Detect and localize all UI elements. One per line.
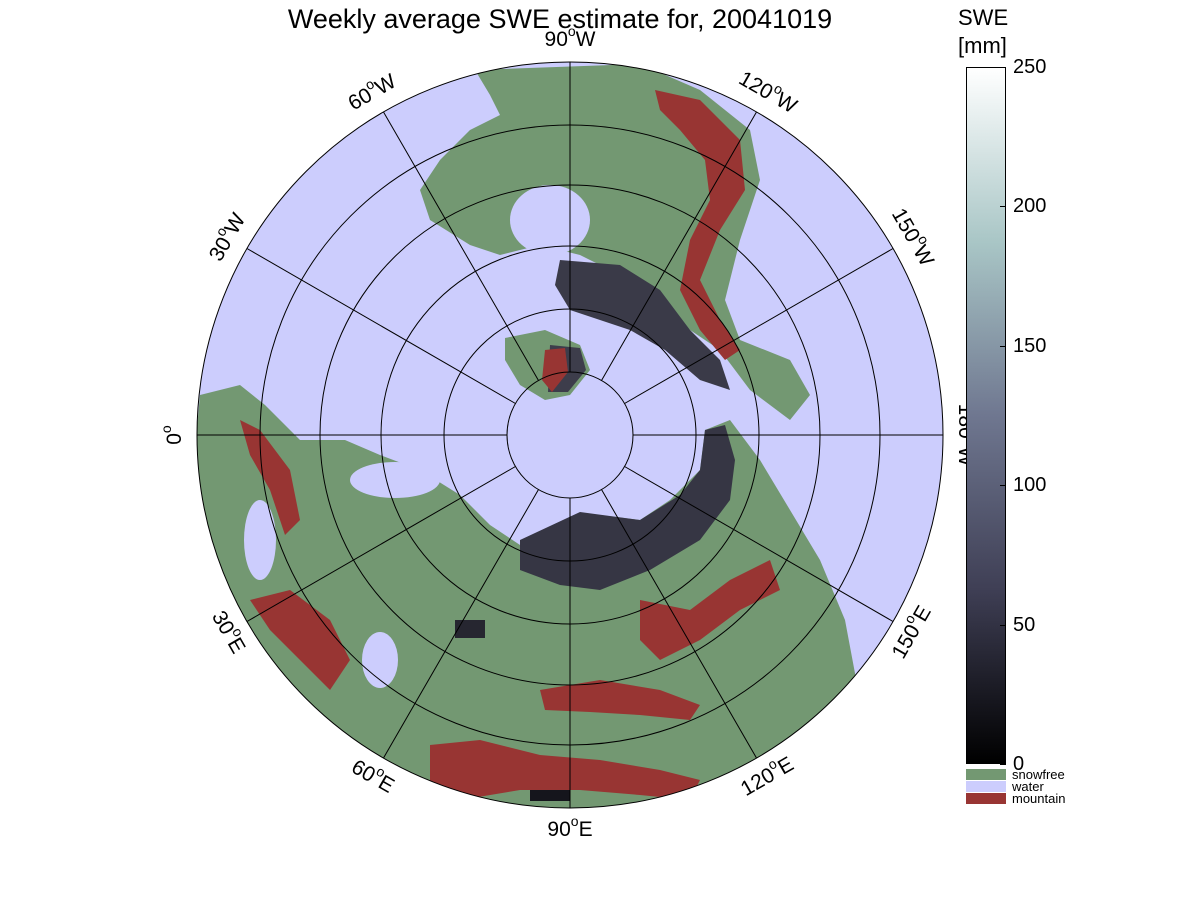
meridian-line: [383, 111, 539, 381]
colorbar-title-line1: SWE: [958, 5, 1009, 30]
colorbar-tick-mark: [1000, 624, 1006, 626]
meridian-line: [246, 248, 516, 404]
mountain-central-asia: [540, 680, 700, 720]
longitude-label: 90oW: [545, 23, 596, 51]
colorbar-title-line2: [mm]: [958, 33, 1007, 58]
meridian-line: [624, 248, 894, 404]
legend-swatch-mountain: [966, 793, 1006, 804]
colorbar-tick-mark: [1000, 485, 1006, 487]
colorbar-tick-label: 150: [1013, 334, 1047, 357]
longitude-label: 90oE: [547, 813, 592, 841]
colorbar-tick-label: 0: [1013, 753, 1025, 775]
colorbar-tick-mark: [1000, 764, 1006, 765]
legend-label-water: water: [1012, 779, 1044, 794]
legend-swatch-snowfree: [966, 769, 1006, 780]
colorbar-tick-label: 250: [1013, 56, 1047, 78]
barents-bay: [350, 462, 440, 498]
mountain-alps: [250, 590, 350, 690]
longitude-label: 0o: [158, 425, 186, 445]
legend-label-mountain: mountain: [1012, 791, 1066, 806]
map-title: Weekly average SWE estimate for, 2004101…: [287, 4, 833, 34]
snow-canada: [555, 260, 730, 390]
legend-label-snowfree: snowfree: [1012, 767, 1065, 782]
meridian-line: [383, 489, 539, 759]
baltic-sea: [244, 500, 276, 580]
colorbar-tick-mark: [1000, 206, 1006, 208]
mountain-east-siberia: [640, 560, 780, 660]
meridian-line: [624, 466, 894, 622]
graticule: [196, 61, 944, 809]
snow-patch-ural: [455, 620, 485, 638]
colorbar-title: SWE [mm]: [958, 4, 1008, 60]
colorbar-tick-label: 200: [1013, 195, 1047, 218]
swe-colorbar: [966, 67, 1006, 764]
colorbar-tick-mark: [1000, 67, 1006, 68]
hudson-bay: [510, 185, 590, 255]
mountain-himalaya: [430, 740, 700, 800]
meridian-line: [601, 489, 757, 759]
colorbar-tick-label: 50: [1013, 613, 1036, 636]
mountain-rockies: [655, 90, 745, 360]
colorbar-tick-label: 100: [1013, 474, 1047, 497]
colorbar-tick-mark: [1000, 345, 1006, 347]
mountain-greenland-east: [542, 348, 568, 392]
meridian-line: [246, 466, 516, 622]
mountain-scandinavia: [240, 420, 300, 535]
meridian-line: [601, 111, 757, 381]
snow-siberia: [520, 425, 735, 590]
legend-swatch-water: [966, 781, 1006, 792]
caspian-sea: [362, 632, 398, 688]
